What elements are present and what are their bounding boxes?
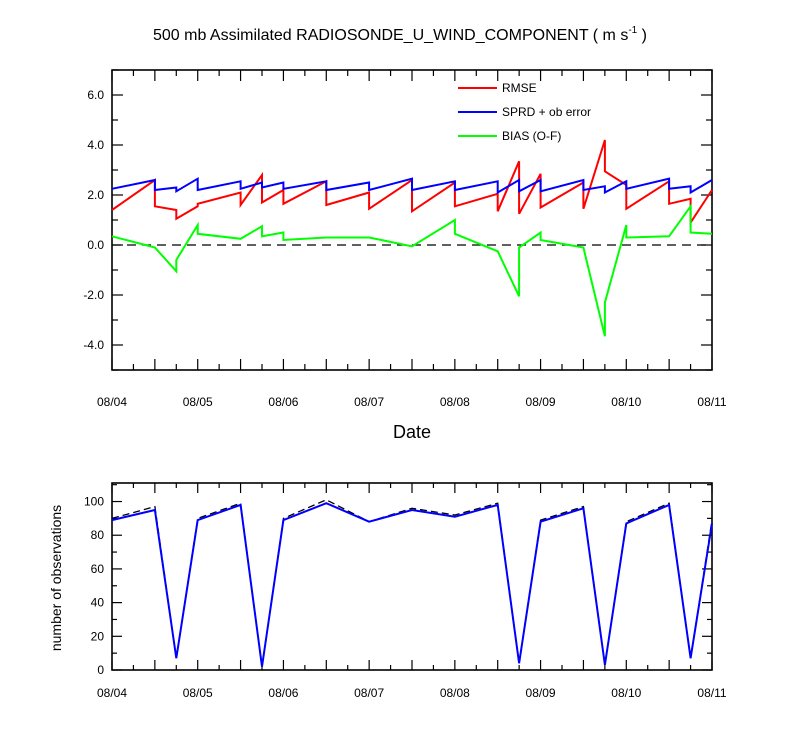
bottom-y-axis-label: number of observations [48, 505, 64, 651]
series-line-possible [111, 499, 713, 667]
y-tick-label: 20 [91, 629, 105, 643]
x-tick-label: 08/06 [268, 686, 298, 700]
x-tick-label: 08/10 [611, 395, 641, 409]
x-tick-label: 08/11 [697, 686, 726, 700]
x-tick-label: 08/06 [268, 395, 298, 409]
x-tick-label: 08/05 [183, 395, 213, 409]
y-tick-label: 4.0 [87, 138, 104, 152]
top-plot-area: 08/04 08/05 08/06 08/07 08/08 08/09 08/10 08/11… [83, 69, 727, 409]
y-tick-label: 100 [84, 495, 104, 509]
y-tick-label: 80 [91, 528, 105, 542]
y-tick-label: 0 [97, 663, 104, 677]
x-tick-label: 08/10 [611, 686, 641, 700]
x-tick-label: 08/07 [354, 395, 384, 409]
x-tick-label: 08/09 [526, 686, 556, 700]
x-tick-label: 08/04 [97, 686, 127, 700]
x-tick-label: 08/09 [526, 395, 556, 409]
bottom-plot-area: 08/04 08/05 08/06 08/07 08/08 08/09 08/10 08/11… [84, 482, 727, 700]
series-line-sprd-ob-error [111, 176, 713, 195]
x-tick-label: 08/08 [440, 395, 470, 409]
plot-frame [111, 482, 713, 671]
x-tick-label: 08/05 [183, 686, 213, 700]
top-chart-title: 500 mb Assimilated RADIOSONDE_U_WIND_COM… [153, 25, 647, 44]
plot-frame [111, 69, 713, 371]
y-tick-label: 6.0 [87, 88, 104, 102]
x-tick-label: 08/11 [697, 395, 726, 409]
top-legend: RMSE SPRD + ob error BIAS (O-F) [458, 81, 591, 143]
y-tick-label: -4.0 [83, 338, 104, 352]
series-line-used [111, 502, 713, 667]
x-tick-label: 08/08 [440, 686, 470, 700]
legend-label: SPRD + ob error [502, 105, 591, 119]
y-tick-label: 2.0 [87, 188, 104, 202]
legend-label: RMSE [502, 81, 537, 95]
y-tick-label: 40 [91, 596, 105, 610]
series-line-bias-o-f [111, 203, 713, 337]
top-x-axis-label: Date [393, 422, 431, 442]
x-tick-label: 08/04 [97, 395, 127, 409]
x-tick-label: 08/07 [354, 686, 384, 700]
y-tick-label: -2.0 [83, 288, 104, 302]
legend-label: BIAS (O-F) [502, 129, 561, 143]
y-tick-label: 0.0 [87, 238, 104, 252]
y-tick-label: 60 [91, 562, 105, 576]
